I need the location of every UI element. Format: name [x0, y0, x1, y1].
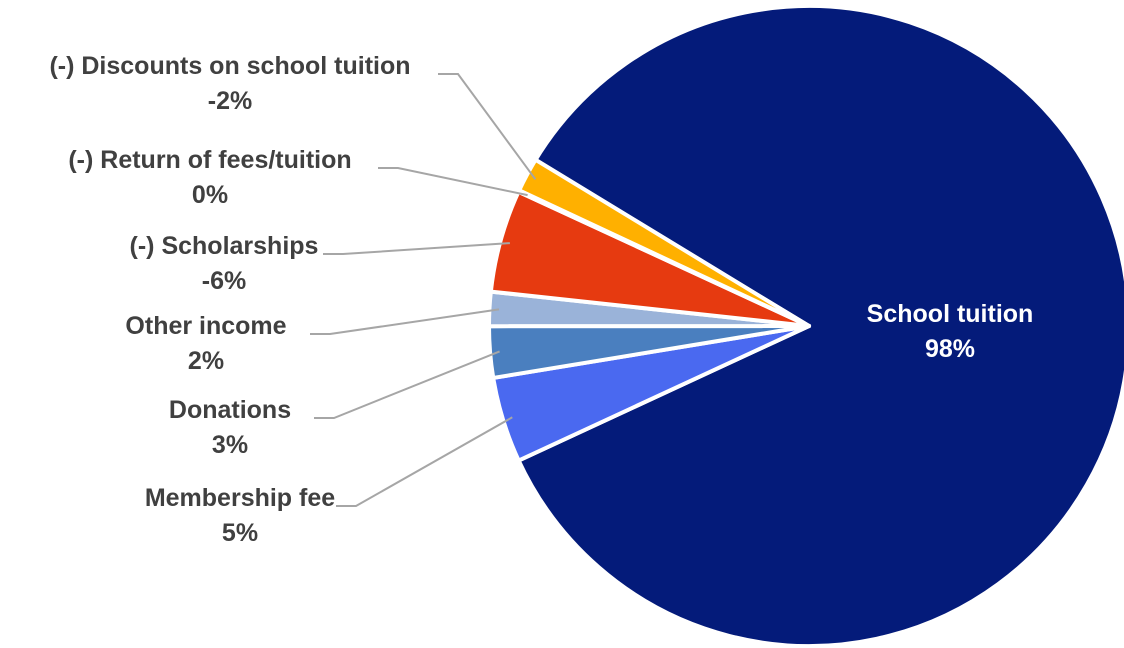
slice-value-membership-fee: 5% [222, 519, 258, 547]
pie-slice-school-tuition [516, 4, 1124, 648]
leader-line-return-of-fees-tuition [378, 167, 528, 197]
slice-value-other-income: 2% [188, 347, 224, 375]
slice-label-donations: Donations [169, 396, 291, 424]
leader-line-scholarships [323, 242, 510, 255]
leader-line-discounts-on-school-tuition [438, 73, 537, 180]
slice-label-other-income: Other income [125, 312, 286, 340]
slice-label-return-of-fees-tuition: (-) Return of fees/tuition [68, 146, 351, 174]
slice-value-donations: 3% [212, 431, 248, 459]
slice-value-return-of-fees-tuition: 0% [192, 181, 228, 209]
leader-line-membership-fee [336, 416, 513, 507]
slice-label-membership-fee: Membership fee [145, 484, 335, 512]
slice-value-discounts-on-school-tuition: -2% [208, 87, 252, 115]
pie-slice-discounts-on-school-tuition [517, 157, 811, 328]
leader-line-other-income [310, 308, 500, 335]
slice-label-discounts-on-school-tuition: (-) Discounts on school tuition [49, 52, 410, 80]
slice-label-scholarships: (-) Scholarships [130, 232, 319, 260]
slice-value-scholarships: -6% [202, 267, 246, 295]
slice-label-school-tuition: School tuition [867, 300, 1034, 328]
slice-value-school-tuition: 98% [925, 335, 975, 363]
leader-line-donations [314, 350, 500, 419]
